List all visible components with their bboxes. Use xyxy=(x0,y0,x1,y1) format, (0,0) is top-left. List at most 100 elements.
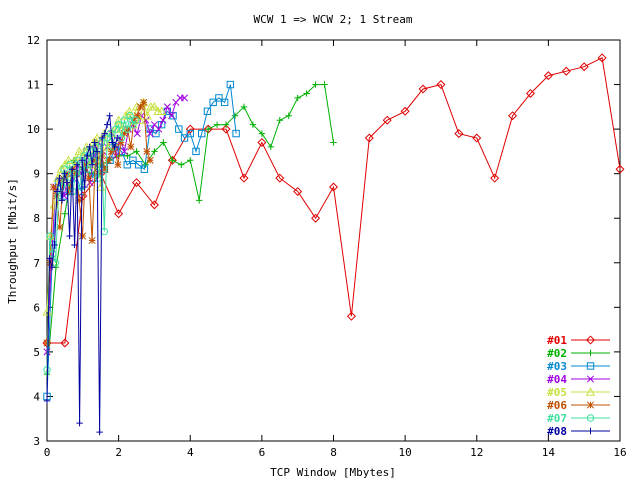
y-tick-label: 11 xyxy=(27,79,40,92)
x-tick-label: 6 xyxy=(259,446,266,459)
data-point xyxy=(140,165,149,173)
data-point xyxy=(46,259,54,267)
data-point xyxy=(104,156,112,164)
data-point xyxy=(561,66,571,76)
data-point xyxy=(114,209,124,219)
data-point xyxy=(328,182,339,192)
data-point xyxy=(96,428,103,436)
data-point xyxy=(155,125,163,133)
data-point xyxy=(400,106,410,116)
data-point xyxy=(124,106,135,115)
data-point xyxy=(106,112,113,119)
data-point xyxy=(63,155,74,164)
data-point xyxy=(196,197,203,204)
data-point xyxy=(58,197,66,204)
data-point xyxy=(56,164,66,173)
x-tick-label: 14 xyxy=(542,446,556,459)
data-point xyxy=(132,178,142,188)
data-point xyxy=(91,156,99,164)
data-point xyxy=(579,62,589,72)
data-point xyxy=(454,129,464,139)
data-point xyxy=(143,147,151,155)
data-point xyxy=(134,161,143,169)
data-point xyxy=(48,264,56,271)
x-tick-label: 16 xyxy=(613,446,626,459)
legend-entry-04: #04 xyxy=(547,373,610,386)
data-point xyxy=(107,147,116,155)
x-tick-label: 0 xyxy=(44,446,51,459)
data-point xyxy=(74,146,84,156)
data-point xyxy=(508,111,518,121)
series-01 xyxy=(42,53,625,348)
data-point xyxy=(436,80,446,90)
data-point xyxy=(151,148,158,155)
plot-frame xyxy=(46,39,621,442)
data-point xyxy=(123,161,131,169)
data-point xyxy=(146,156,154,164)
data-point xyxy=(83,165,91,173)
data-point xyxy=(124,152,131,160)
data-point xyxy=(311,213,321,223)
x-tick-label: 10 xyxy=(399,446,412,459)
legend-label: #01 xyxy=(547,334,567,347)
legend-marker xyxy=(586,375,595,383)
data-point xyxy=(152,129,160,138)
data-point xyxy=(221,124,231,134)
data-point xyxy=(97,138,106,147)
legend-label: #08 xyxy=(547,425,567,438)
data-point xyxy=(120,147,128,155)
data-point xyxy=(133,112,141,120)
data-point xyxy=(73,161,81,168)
data-point xyxy=(321,81,328,88)
legend-entry-07: #07 xyxy=(547,412,610,425)
legend-label: #07 xyxy=(547,412,567,425)
legend-marker xyxy=(586,414,595,422)
data-point xyxy=(113,134,121,142)
data-point xyxy=(240,103,248,111)
series-line-02 xyxy=(46,84,334,375)
chart-title: WCW 1 => WCW 2; 1 Stream xyxy=(254,13,413,26)
legend: #01#02#03#04#05#06#07#08 xyxy=(547,334,610,438)
data-point xyxy=(51,241,58,249)
data-point xyxy=(136,103,145,111)
data-point xyxy=(108,139,116,146)
y-tick-label: 3 xyxy=(33,435,40,448)
data-point xyxy=(293,186,303,196)
data-point xyxy=(213,121,221,128)
data-point xyxy=(249,121,257,128)
legend-entry-01: #01 xyxy=(547,334,610,347)
data-point xyxy=(239,173,249,183)
data-point xyxy=(226,80,235,89)
data-point xyxy=(180,134,189,142)
legend-entry-08: #08 xyxy=(547,425,610,438)
legend-marker xyxy=(586,401,595,409)
data-point xyxy=(98,134,106,142)
data-point xyxy=(175,125,183,133)
data-point xyxy=(382,115,392,125)
data-point xyxy=(146,130,154,138)
data-point xyxy=(180,94,189,102)
data-point xyxy=(88,236,96,245)
data-point xyxy=(129,156,137,165)
data-point xyxy=(312,81,319,88)
legend-entry-06: #06 xyxy=(547,399,610,412)
legend-entry-05: #05 xyxy=(547,386,610,399)
data-point xyxy=(294,94,301,102)
data-point xyxy=(203,107,212,115)
data-point xyxy=(127,143,135,151)
data-point xyxy=(187,157,194,164)
y-tick-label: 4 xyxy=(33,390,40,403)
x-tick-label: 4 xyxy=(187,446,194,459)
data-point xyxy=(113,115,124,124)
data-point xyxy=(61,170,68,177)
data-point xyxy=(267,143,275,151)
data-point xyxy=(133,130,141,138)
data-point xyxy=(85,174,93,182)
data-point xyxy=(149,200,159,210)
data-point xyxy=(123,125,131,133)
data-point xyxy=(88,161,96,168)
data-point xyxy=(418,84,428,94)
legend-marker xyxy=(587,349,594,357)
data-point xyxy=(56,174,63,182)
